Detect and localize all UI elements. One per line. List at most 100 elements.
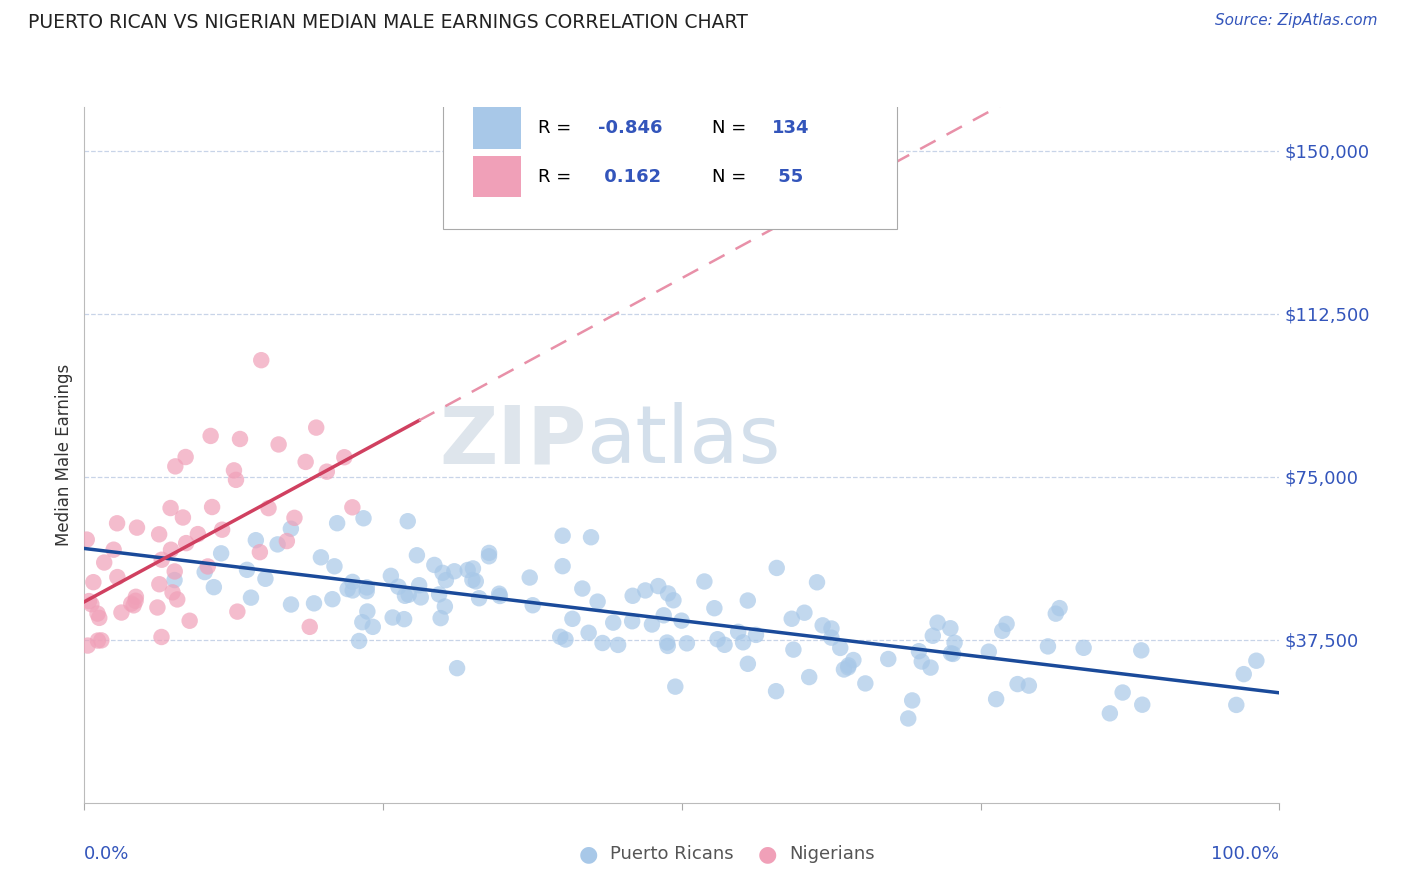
Point [837,660,859,674]
Point [298,620,321,634]
Text: ●: ● [579,845,599,864]
Point [446,661,468,675]
Point [352,615,374,630]
Point [150,553,173,567]
Point [392,612,415,626]
Point [1246,654,1268,668]
Point [280,522,302,536]
Point [693,574,716,589]
Point [579,530,602,544]
Point [125,590,148,604]
Text: 134: 134 [772,119,808,136]
Text: Nigerians: Nigerians [790,845,875,863]
Point [713,638,735,652]
Point [703,601,725,615]
Point [522,599,544,613]
Point [90,633,112,648]
Point [82,575,104,590]
Point [309,550,332,565]
Point [602,615,624,630]
Point [737,657,759,671]
Point [793,606,815,620]
Point [842,653,865,667]
Point [780,612,803,626]
Point [877,652,900,666]
Point [943,636,966,650]
Point [356,581,378,595]
Point [166,592,188,607]
Point [737,593,759,607]
Point [163,565,186,579]
Point [554,632,576,647]
Point [408,578,430,592]
Point [799,670,821,684]
Point [163,573,186,587]
Point [657,586,679,600]
Point [578,625,600,640]
Point [396,514,419,528]
Point [561,612,583,626]
Point [222,463,245,477]
Point [245,533,267,548]
Point [342,583,364,598]
Point [87,633,110,648]
Point [321,592,343,607]
Point [921,629,943,643]
Text: 100.0%: 100.0% [1212,845,1279,863]
Point [765,561,787,575]
Text: Puerto Ricans: Puerto Ricans [610,845,734,863]
Point [356,605,378,619]
Text: PUERTO RICAN VS NIGERIAN MEDIAN MALE EARNINGS CORRELATION CHART: PUERTO RICAN VS NIGERIAN MEDIAN MALE EAR… [28,13,748,32]
Point [478,549,501,564]
Y-axis label: Median Male Earnings: Median Male Earnings [55,364,73,546]
Point [409,591,432,605]
Point [995,616,1018,631]
Point [103,542,125,557]
Point [765,684,787,698]
Text: 0.0%: 0.0% [84,845,129,863]
Point [165,459,187,474]
Point [1007,677,1029,691]
Point [323,559,346,574]
Point [187,527,209,541]
Text: 0.162: 0.162 [599,168,661,186]
Point [93,556,115,570]
Point [927,615,949,630]
Point [342,574,364,589]
Point [782,642,804,657]
Point [655,635,678,649]
Point [461,561,484,575]
Point [225,473,247,487]
Point [254,572,277,586]
Point [197,559,219,574]
Point [939,621,962,635]
Point [110,606,132,620]
Point [733,635,755,649]
Point [551,529,574,543]
Text: 55: 55 [772,168,803,186]
Point [433,599,456,614]
Point [160,542,183,557]
Point [236,563,259,577]
Point [586,594,609,608]
Point [250,353,273,368]
Point [551,559,574,574]
Text: -0.846: -0.846 [599,119,662,136]
Point [380,569,402,583]
Point [621,589,644,603]
Point [811,618,834,632]
Point [276,534,298,549]
Text: R =: R = [538,168,578,186]
Point [179,614,201,628]
Point [124,594,146,608]
Point [249,545,271,559]
Point [211,523,233,537]
Point [194,565,217,579]
Point [853,676,876,690]
Point [172,510,194,524]
Point [837,658,859,673]
Point [706,632,728,647]
Point [548,630,571,644]
Point [120,597,142,611]
Point [641,617,664,632]
